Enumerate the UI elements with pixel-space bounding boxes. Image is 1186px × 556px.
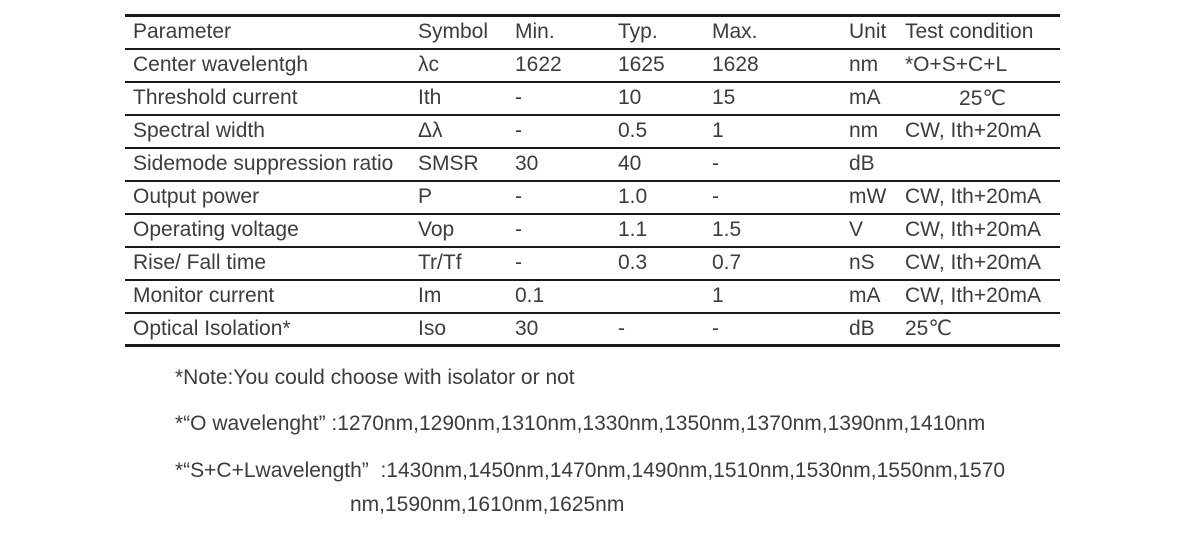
o-wavelength-note: *“O wavelenght” :1270nm,1290nm,1310nm,13… [175,412,986,435]
parameter-cell: Spectral width [133,119,265,142]
parameter-cell: Rise/ Fall time [133,251,267,274]
unit-cell: mW [849,185,887,208]
test-condition-cell: CW, Ith+20mA [905,218,1041,241]
unit-cell: nS [849,251,875,274]
scl-wavelength-note-line1: *“S+C+Lwavelength” :1430nm,1450nm,1470nm… [175,459,1006,482]
unit-cell: V [849,218,864,241]
min-cell: - [515,251,522,274]
column-header-symbol: Symbol [418,20,489,44]
symbol-cell: Δλ [418,119,443,142]
max-cell: 1628 [712,53,759,76]
max-cell: - [712,316,719,340]
test-condition-cell: CW, Ith+20mA [905,251,1041,274]
parameter-cell: Center wavelentgh [133,53,309,76]
test-condition-cell: 25℃ [959,86,1006,110]
max-cell: 1 [712,119,724,142]
spec-table-header: Parameter Symbol Min. Typ. Max. Unit Tes… [125,15,1060,49]
table-row: Spectral width Δλ - 0.5 1 nm CW, Ith+20m… [125,115,1060,148]
table-row: Output power P - 1.0 - mW CW, Ith+20mA [125,181,1060,214]
header-row: Parameter Symbol Min. Typ. Max. Unit Tes… [125,15,1060,49]
parameter-cell: Sidemode suppression ratio [133,152,394,175]
max-cell: 1.5 [712,218,742,241]
table-row: Operating voltage Vop - 1.1 1.5 V CW, It… [125,214,1060,247]
typ-cell: 0.3 [618,251,648,274]
min-cell: - [515,185,522,208]
test-condition-cell: *O+S+C+L [905,53,1008,76]
table-row: Sidemode suppression ratio SMSR 30 40 - … [125,148,1060,181]
min-cell: - [515,119,522,142]
column-header-test-condition: Test condition [905,20,1034,44]
table-row: Optical Isolation* Iso 30 - - dB 25℃ [125,313,1060,346]
typ-cell: 1.1 [618,218,648,241]
unit-cell: dB [849,316,875,340]
table-row: Center wavelentgh λc 1622 1625 1628 nm *… [125,49,1060,82]
symbol-cell: Vop [418,218,455,241]
parameter-cell: Monitor current [133,284,275,307]
unit-cell: nm [849,53,879,76]
symbol-cell: Tr/Tf [418,251,462,274]
test-condition-cell: CW, Ith+20mA [905,284,1041,307]
test-condition-cell: 25℃ [905,317,952,341]
symbol-cell: Iso [418,316,447,340]
symbol-cell: Ith [418,86,442,109]
parameter-cell: Operating voltage [133,218,299,241]
typ-cell: 0.5 [618,119,648,142]
column-header-unit: Unit [849,20,887,44]
min-cell: - [515,86,522,109]
max-cell: 15 [712,86,736,109]
min-cell: 30 [515,316,539,340]
max-cell: - [712,185,719,208]
min-cell: - [515,218,522,241]
column-header-min: Min. [515,20,555,44]
unit-cell: dB [849,152,875,175]
table-row: Threshold current Ith - 10 15 mA 25℃ [125,82,1060,115]
column-header-max: Max. [712,20,758,44]
typ-cell: 10 [618,86,642,109]
scl-wavelength-note-line2: nm,1590nm,1610nm,1625nm [350,493,625,516]
unit-cell: mA [849,284,881,307]
symbol-cell: Im [418,284,442,307]
test-condition-cell: CW, Ith+20mA [905,185,1041,208]
parameter-cell: Threshold current [133,86,298,109]
table-row: Rise/ Fall time Tr/Tf - 0.3 0.7 nS CW, I… [125,247,1060,280]
min-cell: 0.1 [515,284,545,307]
min-cell: 30 [515,152,539,175]
parameter-cell: Output power [133,185,260,208]
spec-table-body: Center wavelentgh λc 1622 1625 1628 nm *… [125,49,1060,346]
typ-cell: 1.0 [618,185,648,208]
test-condition-cell [897,148,1060,181]
symbol-cell: λc [418,53,439,76]
parameter-cell: Optical Isolation* [133,316,291,340]
typ-cell: 40 [618,152,642,175]
typ-cell: 1625 [618,53,665,76]
unit-cell: mA [849,86,881,109]
max-cell: 1 [712,284,724,307]
symbol-cell: SMSR [418,152,479,175]
spec-table: Parameter Symbol Min. Typ. Max. Unit Tes… [125,14,1060,347]
max-cell: 0.7 [712,251,742,274]
table-row: Monitor current Im 0.1 1 mA CW, Ith+20mA [125,280,1060,313]
unit-cell: nm [849,119,879,142]
max-cell: - [712,152,719,175]
typ-cell [610,280,704,313]
isolator-note: *Note:You could choose with isolator or … [175,366,575,389]
test-condition-cell: CW, Ith+20mA [905,119,1041,142]
column-header-parameter: Parameter [133,20,232,44]
column-header-typ: Typ. [618,20,658,44]
min-cell: 1622 [515,53,562,76]
symbol-cell: P [418,185,433,208]
typ-cell: - [618,316,625,340]
